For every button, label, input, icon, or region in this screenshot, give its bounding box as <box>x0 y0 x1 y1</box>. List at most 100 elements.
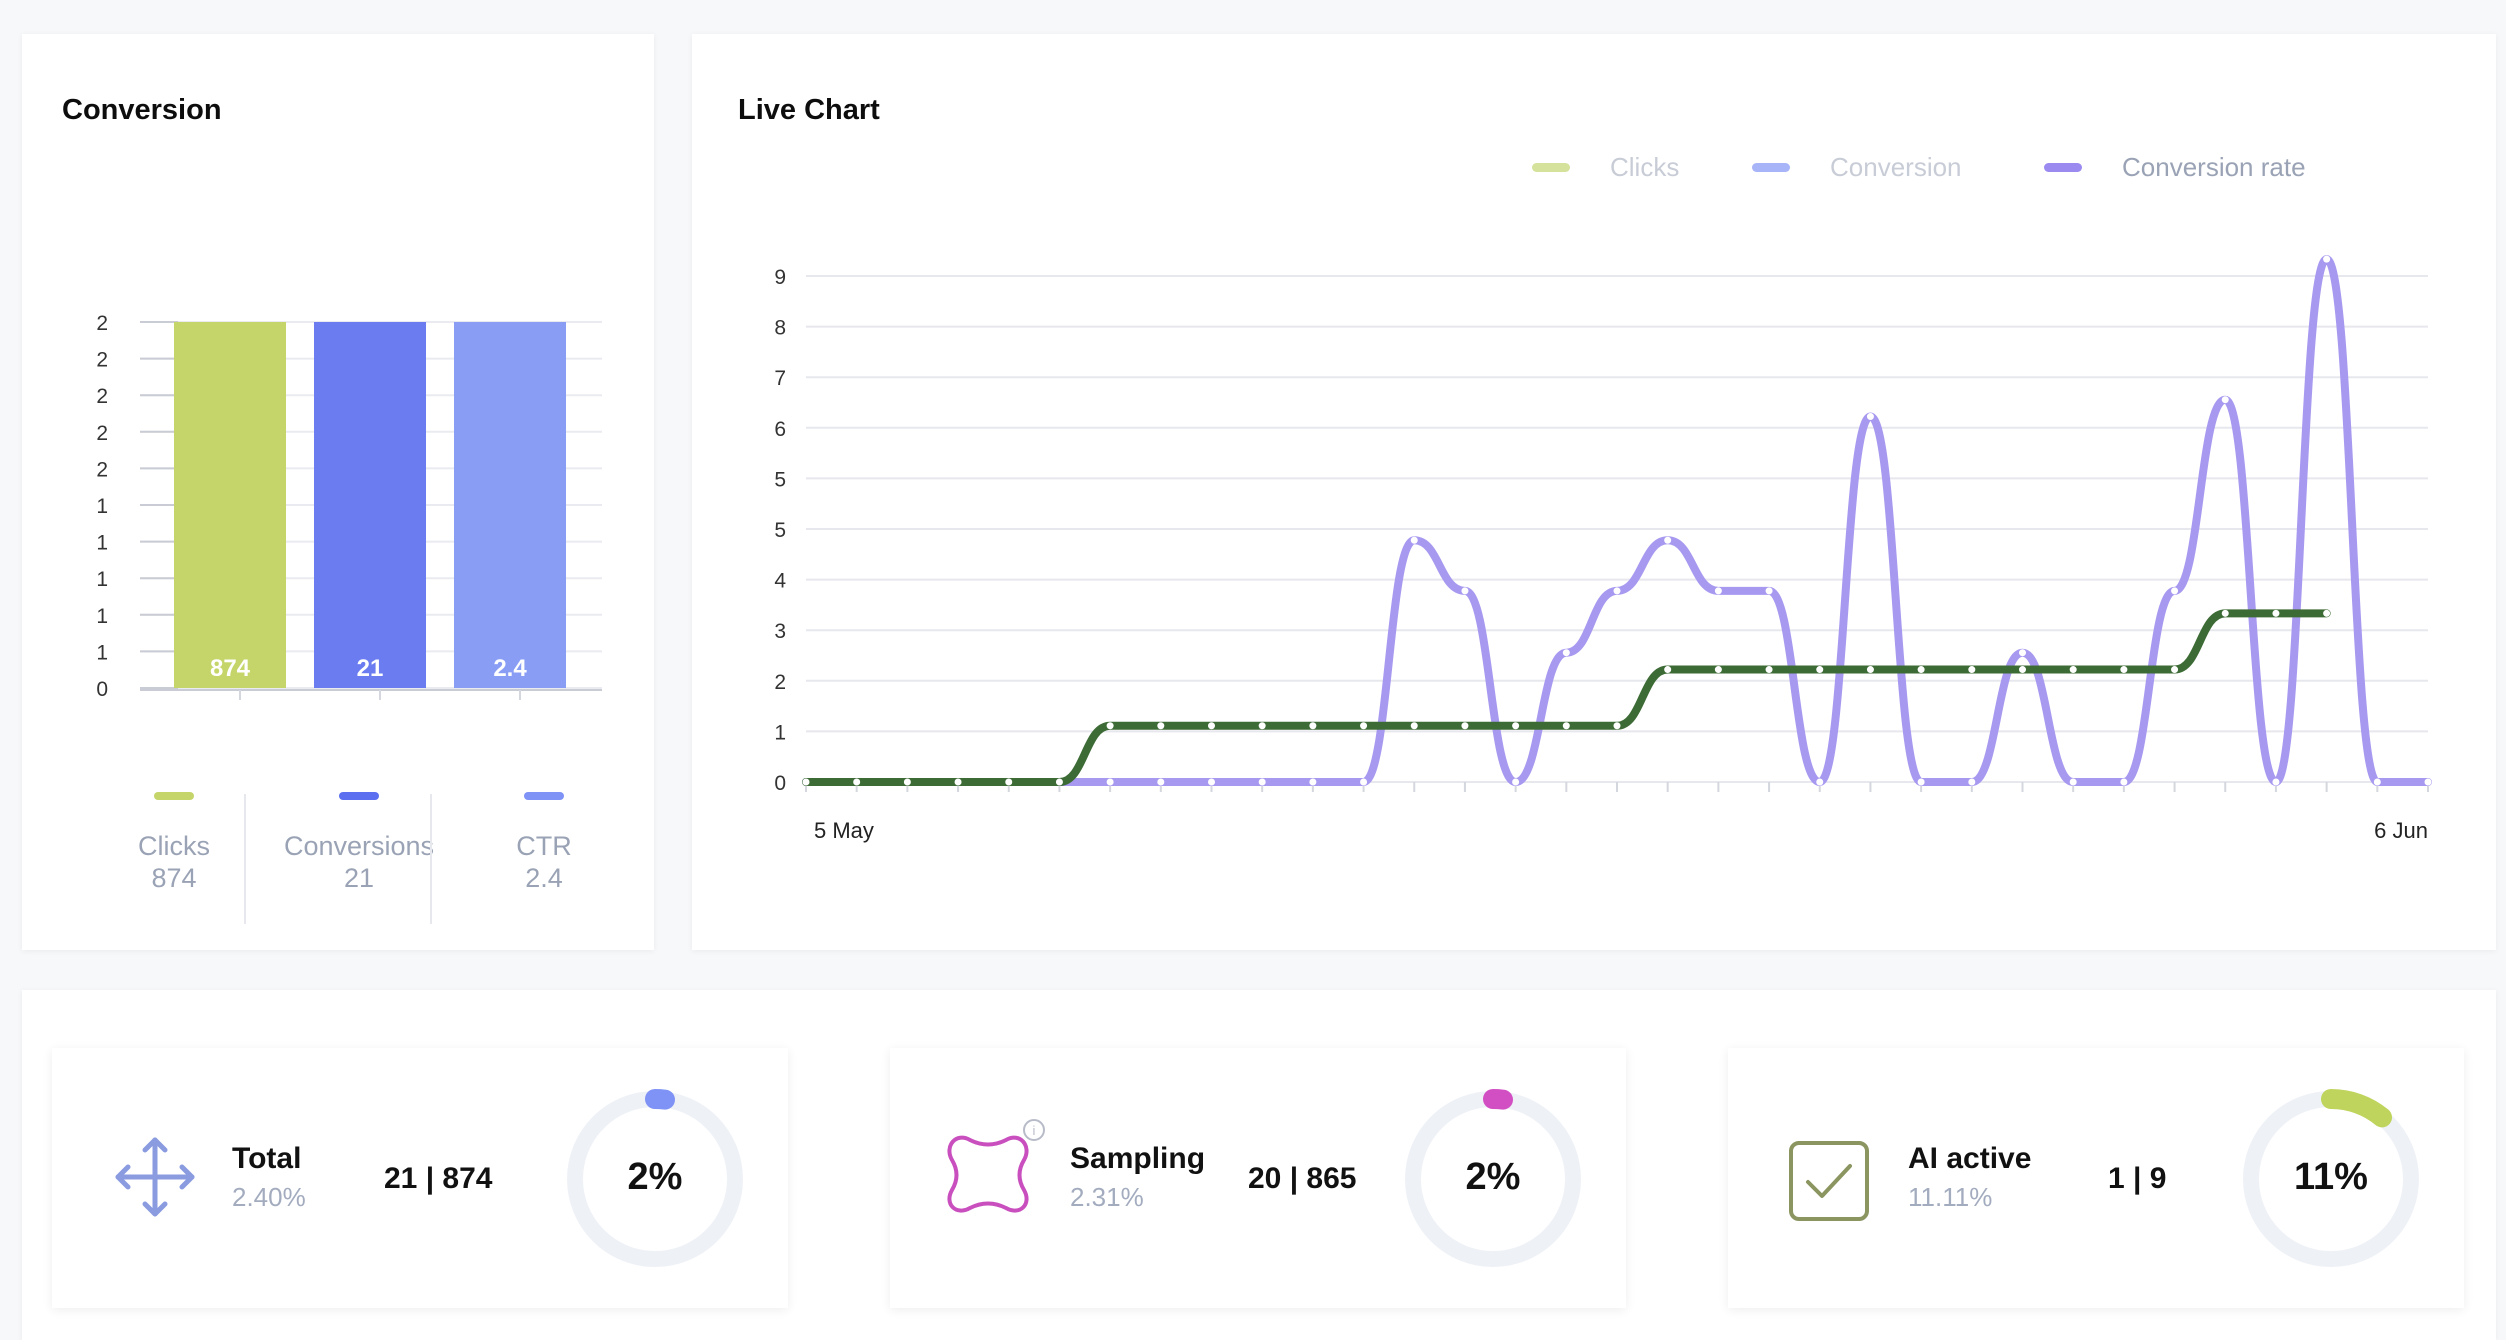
stat-total-count: 21 | 874 <box>384 1162 493 1195</box>
legend-conversions[interactable]: Conversions 21 <box>269 792 449 894</box>
line-y-tick-label: 2 <box>774 671 786 694</box>
stat-sampling-donut <box>1403 1089 1583 1269</box>
series-point <box>1360 778 1368 786</box>
series-point <box>2069 778 2077 786</box>
stat-card-total[interactable]: Total 2.40% 21 | 874 2% <box>52 1048 788 1308</box>
series-conversion-line <box>802 609 2331 787</box>
svg-text:i: i <box>1033 1123 1036 1138</box>
series-point <box>1613 722 1621 730</box>
bar-data-label: 21 <box>357 655 384 682</box>
bar-y-tick-label: 2 <box>96 312 108 335</box>
series-point <box>802 778 810 786</box>
bar-y-tick-label: 1 <box>96 641 108 664</box>
bar-y-tick-label: 1 <box>96 495 108 518</box>
series-point <box>1461 722 1469 730</box>
series-point <box>1917 666 1925 674</box>
series-point <box>1157 722 1165 730</box>
series-point <box>2424 778 2432 786</box>
live-legend-conversion-swatch <box>1752 163 1790 172</box>
legend-clicks-value: 874 <box>151 863 197 893</box>
series-point <box>2120 666 2128 674</box>
series-point <box>853 778 861 786</box>
series-point <box>2069 666 2077 674</box>
donut-progress <box>565 1089 745 1269</box>
stat-card-ai-active[interactable]: AI active 11.11% 1 | 9 11% <box>1728 1048 2464 1308</box>
bar-y-tick-label: 1 <box>96 568 108 591</box>
stat-card-sampling[interactable]: i Sampling 2.31% 20 | 865 2% <box>890 1048 1626 1308</box>
line-y-tick-label: 7 <box>774 367 786 390</box>
series-point <box>954 778 962 786</box>
series-point <box>2019 649 2026 657</box>
live-legend-conversion[interactable]: Conversion <box>1752 152 1962 183</box>
series-point <box>2019 666 2026 674</box>
legend-ctr-value: 2.4 <box>525 863 563 893</box>
bar-y-tick-label: 2 <box>96 385 108 408</box>
bar-y-tick-label: 1 <box>96 605 108 628</box>
legend-ctr[interactable]: CTR 2.4 <box>454 792 634 894</box>
stat-sampling-sub: 2.31% <box>1070 1182 1144 1212</box>
series-point <box>1765 666 1773 674</box>
sampling-shape-icon: i <box>947 1119 1045 1213</box>
stat-ai-active-donut <box>2241 1089 2421 1269</box>
bar-data-label: 874 <box>210 655 251 682</box>
stat-sampling-label: Sampling <box>1070 1142 1206 1175</box>
line-y-tick-label: 3 <box>774 620 786 643</box>
series-point <box>1816 778 1824 786</box>
stat-ai-active-label: AI active <box>1908 1142 2032 1175</box>
legend-conversions-swatch <box>339 792 379 800</box>
series-point <box>1917 778 1925 786</box>
donut-progress <box>1403 1089 1583 1269</box>
line-y-tick-label: 5 <box>774 468 786 491</box>
series-point <box>1816 666 1824 674</box>
live-chart-title: Live Chart <box>738 94 880 126</box>
move-arrows-icon <box>115 1137 195 1217</box>
stat-ai-active-percent: 11% <box>2294 1156 2368 1198</box>
live-legend-conversion-rate-swatch <box>2044 163 2082 172</box>
live-chart-card: Live Chart Clicks Conversion Conversion … <box>692 34 2496 950</box>
series-conversion-rate-line <box>802 255 2432 787</box>
series-point <box>2171 666 2179 674</box>
series-point <box>903 778 911 786</box>
stat-total-percent: 2% <box>627 1156 683 1198</box>
series-point <box>2323 609 2331 617</box>
checkbox-check-icon <box>1789 1141 1869 1221</box>
series-point <box>1258 722 1266 730</box>
info-icon <box>1023 1119 1045 1141</box>
donut-progress <box>2241 1089 2421 1269</box>
series-point <box>1866 666 1874 674</box>
series-point <box>1866 413 1874 421</box>
conversion-bar-chart: 0 1 1 1 1 1 2 2 2 2 2 874 21 2.4 <box>96 312 602 701</box>
bar-y-tick-label: 2 <box>96 422 108 445</box>
bar-y-tick-label: 2 <box>96 349 108 372</box>
stat-sampling-count: 20 | 865 <box>1248 1162 1357 1195</box>
legend-conversions-label: Conversions <box>283 831 435 861</box>
series-point <box>1613 587 1621 595</box>
series-point <box>2272 609 2280 617</box>
bar-data-label: 2.4 <box>493 655 527 682</box>
stat-total-label: Total <box>232 1142 302 1175</box>
series-point <box>1360 722 1368 730</box>
line-y-tick-label: 9 <box>774 266 786 289</box>
live-legend-conversion-rate[interactable]: Conversion rate <box>2044 152 2306 183</box>
live-legend-clicks[interactable]: Clicks <box>1532 152 1679 183</box>
series-point <box>1714 587 1722 595</box>
stat-total-sub: 2.40% <box>232 1182 306 1212</box>
bar-clicks <box>174 322 286 688</box>
live-line-chart: 0 1 2 3 4 5 5 6 7 8 9 5 May 6 Jun <box>774 255 2432 843</box>
series-point <box>1309 778 1317 786</box>
series-point <box>1664 666 1672 674</box>
bar-y-tick-label: 1 <box>96 532 108 555</box>
series-point <box>1410 722 1418 730</box>
series-point <box>1106 778 1114 786</box>
series-point <box>2373 778 2381 786</box>
stat-ai-active-count: 1 | 9 <box>2108 1162 2167 1195</box>
bar-conversions <box>314 322 426 688</box>
legend-conversions-value: 21 <box>343 863 375 893</box>
series-point <box>1512 722 1520 730</box>
series-point <box>1258 778 1266 786</box>
bar-y-tick-label: 2 <box>96 458 108 481</box>
series-point <box>2171 587 2179 595</box>
legend-clicks[interactable]: Clicks 874 <box>84 792 264 894</box>
series-point <box>1208 778 1215 786</box>
series-point <box>1208 722 1215 730</box>
